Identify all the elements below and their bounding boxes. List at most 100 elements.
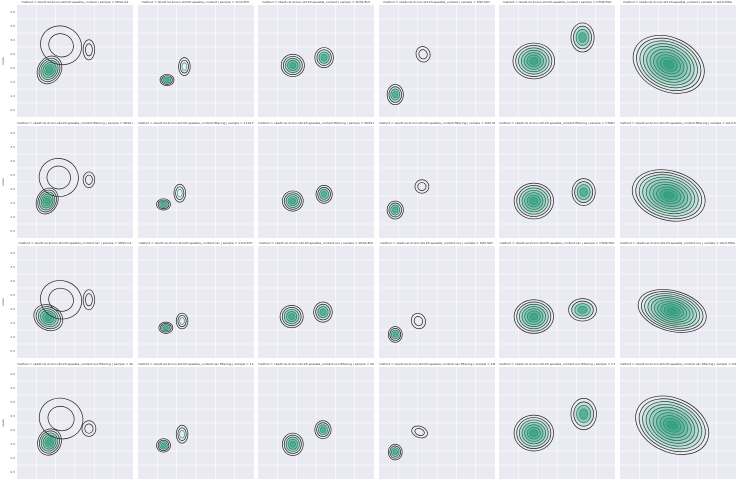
facet-title: method = obsdt.rel.2conn.std.kfr.epsabla… [21, 0, 129, 4]
plot-area [258, 246, 374, 358]
facet-panel: method = obsdt.rel.2conn.std.kfr.epsabla… [258, 0, 374, 117]
density-contour-group [82, 289, 96, 311]
density-contour-group [279, 305, 304, 329]
facet-title: method = obsdt.rel.2conn.std.kfr.epsabla… [17, 120, 133, 125]
plot-area [499, 5, 615, 117]
density-contour [319, 425, 327, 433]
density-contour [513, 414, 554, 451]
density-contour-group [175, 312, 188, 330]
density-contour [158, 321, 173, 334]
density-contour-group [82, 171, 96, 188]
density-contour-group [158, 321, 173, 334]
density-contour-group [175, 424, 188, 444]
density-contour [40, 280, 83, 320]
density-contour [410, 312, 426, 330]
density-contour [175, 312, 188, 330]
kde-plot [17, 366, 133, 479]
density-contour [38, 157, 79, 197]
density-contour [176, 188, 183, 197]
y-axis-label: scale [0, 418, 5, 427]
density-contour [155, 197, 171, 210]
facet-title: method = obsdt.rel.2conn.std.kfr.epsabla… [138, 241, 253, 245]
density-contour [321, 190, 328, 198]
density-contour-group [637, 289, 707, 333]
density-contour [529, 428, 539, 437]
density-contour-group [40, 25, 82, 66]
plot-area [619, 125, 736, 238]
density-contour [666, 420, 678, 430]
y-tick-label: 3.0 [10, 38, 15, 42]
y-tick-label: 3.0 [10, 399, 15, 404]
density-contour [386, 84, 404, 106]
kde-plot [499, 246, 615, 358]
y-tick-label: 2.5 [10, 52, 15, 56]
plot-area [499, 366, 615, 479]
density-contour [160, 201, 166, 207]
facet-title: method = obsdt.rel.2conn.std.kfr.epsabla… [261, 0, 371, 4]
density-contour [386, 200, 404, 219]
density-contour [414, 427, 425, 436]
density-contour-group [159, 74, 174, 86]
y-tick-label: 0.5 [10, 228, 15, 233]
density-contour-group [38, 157, 79, 197]
facet-title: method = obsdt.rel.2conn.std.kfr.epsabla… [499, 241, 615, 245]
facet-panel: method = obsdt.rel.2conn.std.kfr.epsabla… [378, 121, 495, 238]
density-contour-group [410, 312, 426, 330]
kde-plot [17, 125, 133, 238]
facet-panel: method = obsdt.rel.2conn.std.kfr.epsabla… [619, 121, 736, 238]
y-tick-label: 1.0 [10, 94, 15, 98]
plot-area [137, 125, 254, 238]
density-contour [578, 32, 587, 43]
y-tick-label: 2.0 [10, 186, 15, 191]
density-contour [36, 55, 63, 85]
density-contour-group [513, 414, 554, 451]
density-contour-group [314, 419, 332, 439]
density-contour [177, 315, 187, 327]
density-contour [35, 187, 59, 214]
density-contour [512, 42, 556, 80]
plot-area [619, 5, 736, 117]
density-contour [392, 331, 398, 338]
facet-panel: method = obsdt.rel.2conn.std.kfr.epsabla… [137, 362, 254, 479]
density-contour-group [315, 184, 333, 204]
facet-title: method = obsdt.rel.2conn.std.kfr.epsabla… [137, 120, 254, 125]
density-contour-group [37, 428, 62, 456]
y-tick-label: 3.5 [10, 265, 15, 269]
density-contour [85, 43, 93, 57]
density-contour [280, 53, 305, 78]
density-contour [155, 437, 171, 452]
density-contour-group [513, 182, 554, 219]
density-contour [33, 304, 64, 332]
density-contour [570, 397, 597, 430]
density-contour-group [155, 437, 171, 452]
density-contour-group [632, 35, 705, 94]
density-contour-group [36, 55, 63, 85]
density-contour [85, 293, 93, 307]
kde-plot [378, 246, 495, 358]
density-contour-group [570, 22, 595, 53]
plot-area [378, 5, 495, 117]
y-tick-label: 0.5 [10, 469, 15, 474]
plot-area [378, 125, 495, 238]
density-contour [417, 49, 428, 60]
density-contour-group [177, 57, 191, 76]
density-contour-group [570, 397, 597, 430]
density-contour [387, 443, 403, 460]
y-tick-label: 1.5 [10, 441, 15, 446]
y-tick-label: 3.5 [10, 385, 15, 390]
density-contour [177, 57, 191, 76]
density-contour [319, 308, 327, 316]
y-tick-label: 1.5 [10, 80, 15, 84]
density-contour [179, 59, 189, 74]
facet-panel: method = obsdt.rel.2conn.std.kfr.epsabla… [619, 241, 736, 358]
y-tick-label: 3.5 [10, 24, 15, 28]
facet-title: method = obsdt.rel.2conn.std.kfr.epsabla… [620, 241, 735, 245]
density-contour [413, 316, 423, 327]
density-contour [288, 313, 296, 320]
plot-area [17, 246, 133, 358]
density-contour [391, 90, 398, 99]
kde-plot [619, 125, 736, 238]
y-tick-label: 4.0 [10, 251, 15, 255]
density-contour [40, 25, 82, 66]
plot-area [17, 5, 133, 117]
